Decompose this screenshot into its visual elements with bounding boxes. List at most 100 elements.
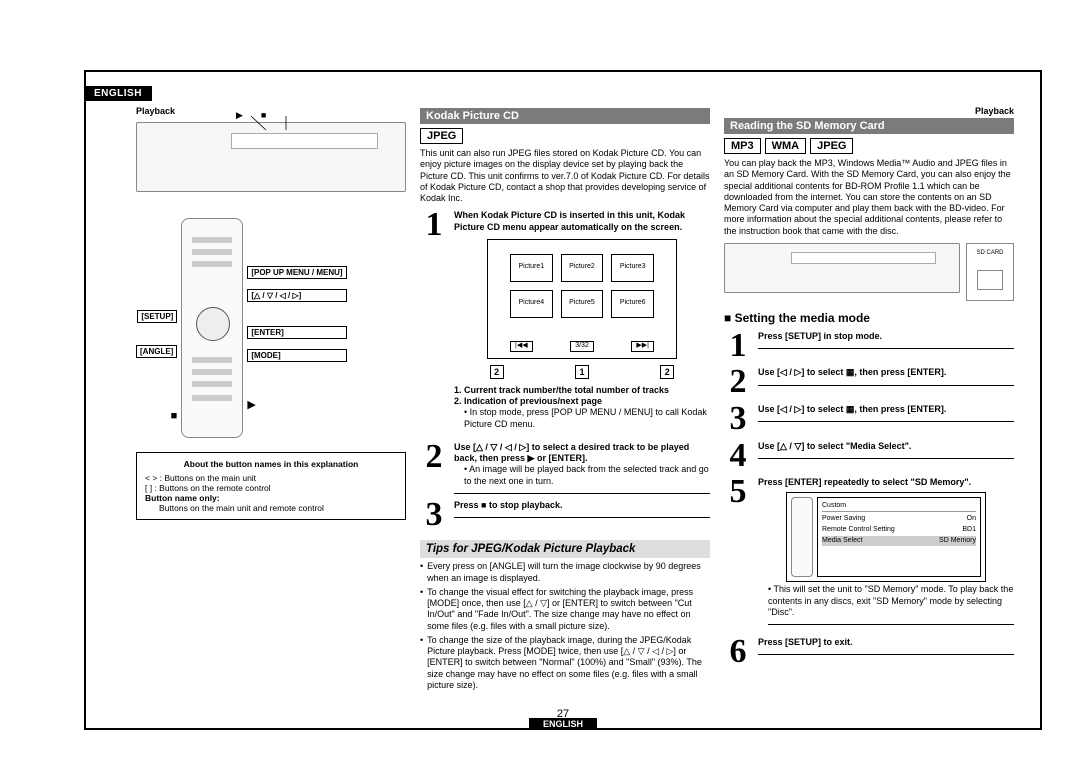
kodak-step-2: 2 Use [△ / ▽ / ◁ / ▷] to select a desire… (420, 442, 710, 494)
mp3-badge: MP3 (724, 138, 761, 154)
dialog-category: Custom (822, 502, 976, 512)
dialog-opt-2: Remote Control SettingBD1 (822, 525, 976, 536)
column-3: Playback Reading the SD Memory Card MP3 … (724, 106, 1014, 708)
explain-line-2: [ ] : Buttons on the remote control (145, 483, 397, 493)
tip-2: To change the visual effect for switchin… (420, 587, 710, 632)
sd-step-3: 3 Use [◁ / ▷] to select ▦, then press [E… (724, 404, 1014, 435)
play-icon: ▶ (236, 110, 243, 121)
kodak-intro: This unit can also run JPEG files stored… (420, 148, 710, 204)
tips-header: Tips for JPEG/Kodak Picture Playback (420, 540, 710, 558)
button-names-explanation-box: About the button names in this explanati… (136, 452, 406, 520)
picture-cd-nav: |◀◀ 3/32 ▶▶| (510, 341, 654, 352)
sd-section-bar: Reading the SD Memory Card (724, 118, 1014, 134)
sd-step4-text: Use [△ / ▽] to select "Media Select". (758, 441, 911, 451)
device-illustration-wrap: ▶ ■ (136, 122, 406, 212)
play-icon: ▶ (247, 398, 255, 411)
jpeg-badge: JPEG (420, 128, 463, 144)
pcd-cell: Picture2 (561, 254, 604, 282)
popup-menu-label: [POP UP MENU / MENU] (247, 266, 346, 279)
kodak-section-bar: Kodak Picture CD (420, 108, 710, 124)
remote-illustration (181, 218, 243, 438)
device-sm-illustration (724, 243, 960, 293)
step-number: 2 (724, 367, 752, 398)
pcd-cell: Picture6 (611, 290, 654, 318)
col1-header: Playback (136, 106, 406, 116)
sd-card-illustration (966, 243, 1014, 301)
dpad-icon (196, 307, 230, 341)
playback-label-right: Playback (975, 106, 1014, 116)
pcd-callouts: 2 1 2 (454, 365, 710, 379)
language-tab: ENGLISH (84, 86, 152, 101)
column-2: Kodak Picture CD JPEG This unit can also… (420, 106, 710, 708)
dialog-opt-3-selected: Media SelectSD Memory (822, 536, 976, 547)
step-number: 5 (724, 477, 752, 508)
tip-1: Every press on [ANGLE] will turn the ima… (420, 561, 710, 584)
setting-media-mode-heading: Setting the media mode (724, 311, 1014, 325)
kodak-step-1: 1 When Kodak Picture CD is inserted in t… (420, 210, 710, 436)
kodak-step3-text: Press ■ to stop playback. (454, 500, 562, 510)
step-number: 6 (724, 637, 752, 668)
jpeg-badge: JPEG (810, 138, 853, 154)
content-columns: Playback ▶ ■ [SETUP] [ANGLE] ■ (136, 106, 1020, 708)
sd-step6-text: Press [SETUP] to exit. (758, 637, 853, 647)
sd-badges: MP3 WMA JPEG (724, 138, 1014, 154)
kodak-step2-sub: An image will be played back from the se… (464, 464, 709, 485)
col3-header: Playback (724, 106, 1014, 116)
dialog-panel: Custom Power SavingOn Remote Control Set… (817, 497, 981, 577)
dpad-label: [△ / ▽ / ◁ / ▷] (247, 289, 346, 302)
sd-step-1: 1 Press [SETUP] in stop mode. (724, 331, 1014, 362)
unit-symbol-row: ▶ ■ (236, 110, 266, 121)
sd-step1-text: Press [SETUP] in stop mode. (758, 331, 882, 341)
callout-2b: 2 (660, 365, 674, 379)
callout-1: 1 (575, 365, 589, 379)
sd-step2-text: Use [◁ / ▷] to select ▦, then press [ENT… (758, 367, 946, 377)
kodak-step1-text: When Kodak Picture CD is inserted in thi… (454, 210, 685, 231)
pcd-cell: Picture4 (510, 290, 553, 318)
track-count: 3/32 (570, 341, 594, 352)
tip-3: To change the size of the playback image… (420, 635, 710, 691)
kodak-step2-text: Use [△ / ▽ / ◁ / ▷] to select a desired … (454, 442, 689, 463)
manual-page-frame: ENGLISH Playback ▶ ■ (84, 70, 1042, 730)
mode-label: [MODE] (247, 349, 346, 362)
note-2-sub: In stop mode, press [POP UP MENU / MENU]… (464, 407, 707, 428)
sd-step3-text: Use [◁ / ▷] to select ▦, then press [ENT… (758, 404, 946, 414)
step-number: 1 (724, 331, 752, 362)
sd-step-4: 4 Use [△ / ▽] to select "Media Select". (724, 441, 1014, 472)
sd-step5-note: This will set the unit to "SD Memory" mo… (768, 584, 1013, 617)
setup-label: [SETUP] (137, 310, 177, 323)
kodak-step-3: 3 Press ■ to stop playback. (420, 500, 710, 531)
explain-title: About the button names in this explanati… (145, 459, 397, 469)
dialog-opt-1: Power SavingOn (822, 514, 976, 525)
footer-language-bar: ENGLISH (529, 718, 597, 730)
step-number: 1 (420, 210, 448, 241)
playback-label: Playback (136, 106, 175, 116)
picture-cd-grid: Picture1 Picture2 Picture3 Picture4 Pict… (510, 254, 654, 318)
step-number: 2 (420, 442, 448, 473)
stop-icon: ■ (171, 410, 178, 422)
sd-step-2: 2 Use [◁ / ▷] to select ▦, then press [E… (724, 367, 1014, 398)
sd-intro: You can play back the MP3, Windows Media… (724, 158, 1014, 237)
main-unit-illustration (136, 122, 406, 192)
kodak-badges: JPEG (420, 128, 710, 144)
explain-line-3: Buttons on the main unit and remote cont… (159, 503, 397, 513)
wma-badge: WMA (765, 138, 807, 154)
sd-step-5: 5 Press [ENTER] repeatedly to select "SD… (724, 477, 1014, 631)
picture-cd-screen: Picture1 Picture2 Picture3 Picture4 Pict… (487, 239, 677, 359)
media-select-dialog: Custom Power SavingOn Remote Control Set… (786, 492, 986, 582)
remote-labels-right: [POP UP MENU / MENU] [△ / ▽ / ◁ / ▷] [EN… (247, 266, 346, 411)
note-1: 1. Current track number/the total number… (454, 385, 669, 395)
step-number: 3 (724, 404, 752, 435)
stop-icon: ■ (261, 110, 266, 121)
explain-line-1: < > : Buttons on the main unit (145, 473, 397, 483)
next-page-icon: ▶▶| (631, 341, 654, 352)
mini-remote-icon (791, 497, 813, 577)
callout-2: 2 (490, 365, 504, 379)
pcd-cell: Picture1 (510, 254, 553, 282)
prev-page-icon: |◀◀ (510, 341, 533, 352)
step-number: 3 (420, 500, 448, 531)
column-1: Playback ▶ ■ [SETUP] [ANGLE] ■ (136, 106, 406, 708)
note-2: 2. Indication of previous/next page (454, 396, 602, 406)
remote-labels-left: [SETUP] [ANGLE] ■ (136, 310, 177, 422)
step-number: 4 (724, 441, 752, 472)
enter-label: [ENTER] (247, 326, 346, 339)
